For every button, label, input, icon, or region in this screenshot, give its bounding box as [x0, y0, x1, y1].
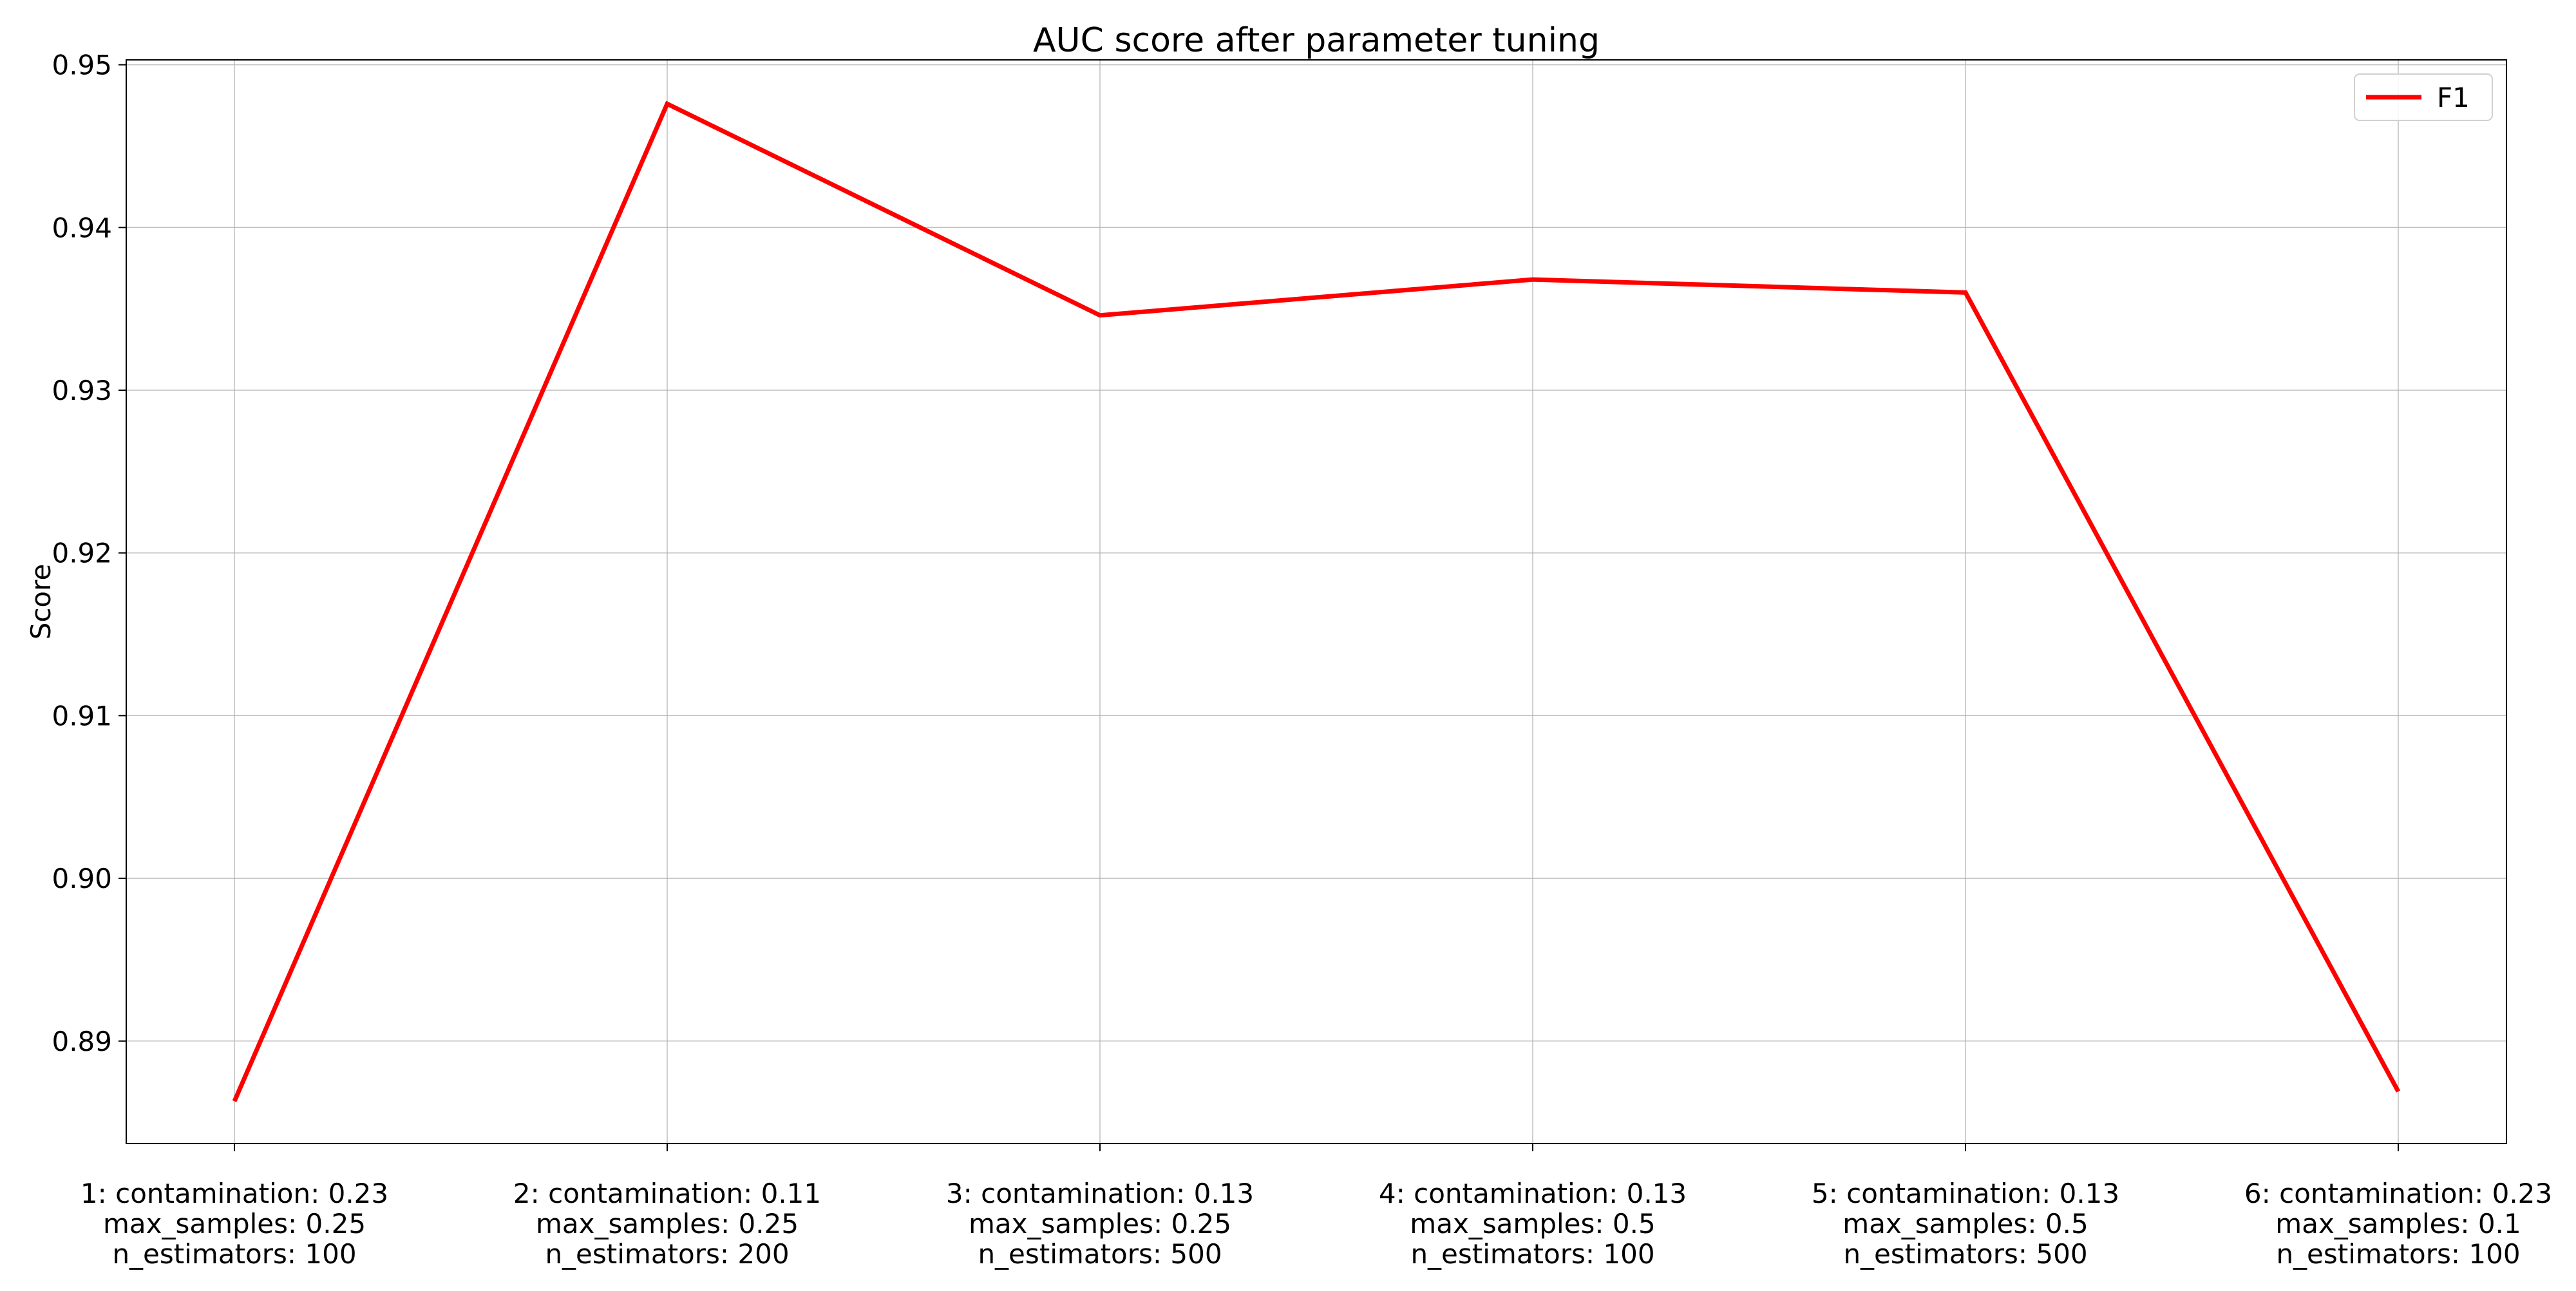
series-layer — [232, 100, 2401, 1102]
axes-layer — [126, 59, 2507, 1144]
x-tick-label-line: max_samples: 0.5 — [1410, 1208, 1655, 1239]
x-tick-label-line: 6: contamination: 0.23 — [2244, 1178, 2552, 1209]
legend-label: F1 — [2437, 82, 2470, 113]
series-line-f1 — [232, 100, 2401, 1102]
x-tick-label: 3: contamination: 0.13 max_samples: 0.25 n… — [946, 1178, 1254, 1270]
x-tick-label-line: n_estimators: 500 — [1843, 1238, 2087, 1270]
y-tick-label: 0.90 — [52, 863, 112, 894]
chart-title: AUC score after parameter tuning — [1033, 21, 1600, 60]
x-tick-label-line: 5: contamination: 0.13 — [1812, 1178, 2119, 1209]
y-tick-label: 0.93 — [52, 375, 112, 406]
axes-frame — [126, 59, 2507, 1144]
x-tick-label-line: max_samples: 0.25 — [969, 1208, 1231, 1239]
x-tick-label: 6: contamination: 0.23 max_samples: 0.1 n_… — [2244, 1178, 2552, 1270]
x-tick-label: 2: contamination: 0.11 max_samples: 0.25 n… — [513, 1178, 821, 1270]
y-tick-label: 0.92 — [52, 538, 112, 569]
x-tick-label-line: 1: contamination: 0.23 — [80, 1178, 388, 1209]
y-tick-label: 0.94 — [52, 212, 112, 243]
y-tick-label: 0.91 — [52, 700, 112, 731]
x-tick-label-line: n_estimators: 500 — [978, 1238, 1222, 1270]
grid-layer — [126, 60, 2506, 1144]
legend: F1 — [2354, 73, 2493, 121]
x-tick-label-line: max_samples: 0.25 — [536, 1208, 799, 1239]
x-tick-label-line: max_samples: 0.1 — [2275, 1208, 2521, 1239]
x-tick-label-line: 2: contamination: 0.11 — [513, 1178, 821, 1209]
x-tick-label-line: 3: contamination: 0.13 — [946, 1178, 1254, 1209]
ticks-layer: 0.89 0.90 0.91 0.92 0.93 0.94 0.95 1: contamina… — [52, 50, 2552, 1270]
x-tick-label-line: max_samples: 0.5 — [1842, 1208, 2088, 1239]
legend-box — [2354, 73, 2493, 121]
x-tick-label: 5: contamination: 0.13 max_samples: 0.5 n_… — [1812, 1178, 2119, 1270]
x-tick-label-line: n_estimators: 100 — [112, 1238, 356, 1270]
x-tick-label: 4: contamination: 0.13 max_samples: 0.5 n_… — [1379, 1178, 1687, 1270]
x-tick-label-line: 4: contamination: 0.13 — [1379, 1178, 1687, 1209]
y-tick-label: 0.89 — [52, 1026, 112, 1057]
y-tick-label: 0.95 — [52, 50, 112, 81]
x-tick-label-line: n_estimators: 100 — [1410, 1238, 1654, 1270]
y-axis-label: Score — [25, 564, 57, 640]
x-tick-label-line: n_estimators: 200 — [545, 1238, 789, 1270]
x-tick-label: 1: contamination: 0.23 max_samples: 0.25 n… — [80, 1178, 388, 1270]
x-tick-label-line: n_estimators: 100 — [2276, 1238, 2520, 1270]
x-tick-label-line: max_samples: 0.25 — [103, 1208, 366, 1239]
